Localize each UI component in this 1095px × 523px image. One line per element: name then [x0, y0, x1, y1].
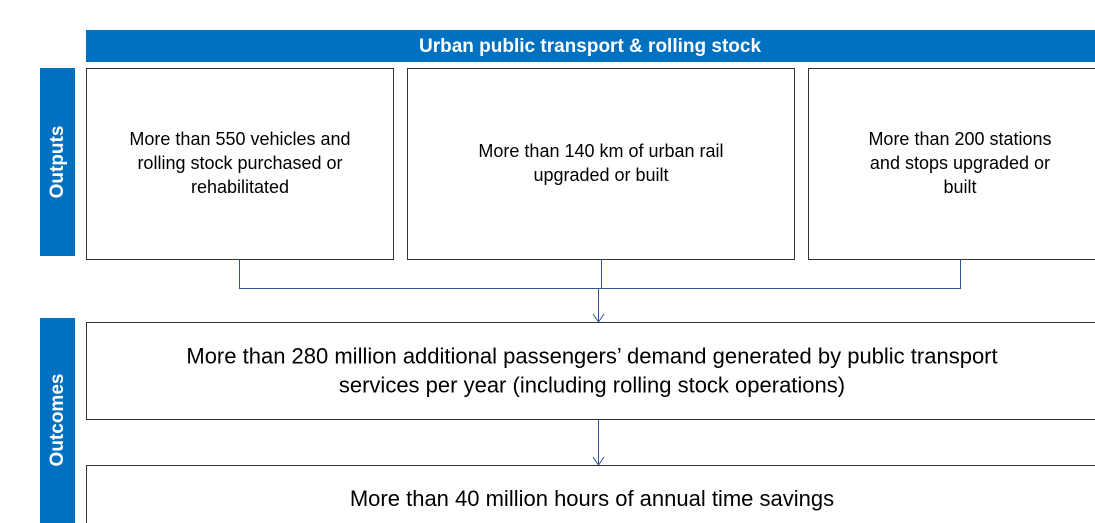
header-bar	[86, 30, 1095, 62]
box-text: More than 140 km of urban rail	[478, 141, 723, 161]
section-label: Outputs	[47, 126, 68, 199]
header-title: Urban public transport & rolling stock	[419, 36, 761, 57]
box-text: More than 280 million additional passeng…	[186, 343, 997, 368]
box-text: More than 550 vehicles and	[129, 129, 350, 149]
outcome-box	[86, 322, 1095, 420]
box-text: built	[943, 177, 976, 197]
output-box	[808, 68, 1095, 260]
section-bar	[40, 318, 75, 523]
arrow	[592, 288, 605, 323]
section-label: Outcomes	[47, 374, 68, 467]
box-text: rolling stock purchased or	[137, 153, 342, 173]
outcome-box	[86, 465, 1095, 523]
box-text: services per year (including rolling sto…	[339, 372, 845, 397]
box-text: More than 200 stations	[868, 129, 1051, 149]
box-text: More than 40 million hours of annual tim…	[350, 486, 834, 511]
arrow	[592, 420, 605, 466]
box-text: and stops upgraded or	[870, 153, 1050, 173]
output-box	[407, 68, 795, 260]
section-bar	[40, 68, 75, 256]
box-text: rehabilitated	[191, 177, 289, 197]
box-text: upgraded or built	[533, 165, 668, 185]
connector	[239, 259, 961, 289]
output-box	[86, 68, 394, 260]
